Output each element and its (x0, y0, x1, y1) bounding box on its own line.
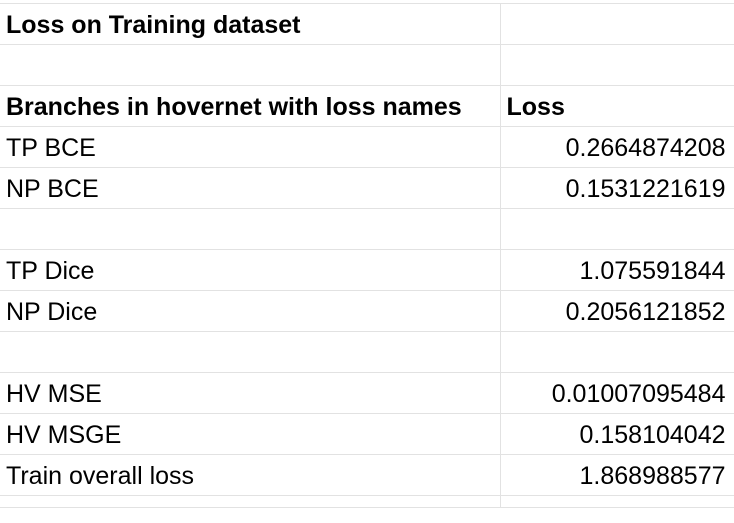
loss-name-cell[interactable]: HV MSE (0, 372, 501, 414)
loss-value-cell[interactable]: 0.2056121852 (500, 290, 734, 332)
table-row: NP Dice 0.2056121852 (0, 290, 734, 332)
table-row: TP BCE 0.2664874208 (0, 126, 734, 168)
empty-cell[interactable] (500, 3, 734, 45)
table-row: Loss on Training dataset (0, 3, 734, 45)
empty-cell[interactable] (0, 208, 501, 250)
empty-cell[interactable] (500, 208, 734, 250)
sheet-title[interactable]: Loss on Training dataset (0, 3, 501, 45)
table-row (0, 208, 734, 250)
loss-value-cell[interactable]: 0.2664874208 (500, 126, 734, 168)
table-row: HV MSGE 0.158104042 (0, 413, 734, 455)
empty-cell[interactable] (0, 495, 501, 508)
header-row: Branches in hovernet with loss names Los… (0, 85, 734, 127)
loss-name-cell[interactable]: TP BCE (0, 126, 501, 168)
empty-cell[interactable] (500, 495, 734, 508)
loss-value-cell[interactable]: 1.075591844 (500, 249, 734, 291)
empty-cell[interactable] (0, 44, 501, 86)
empty-cell[interactable] (0, 331, 501, 373)
table-row: NP BCE 0.1531221619 (0, 167, 734, 209)
column-header-loss[interactable]: Loss (500, 85, 734, 127)
table-row: HV MSE 0.01007095484 (0, 372, 734, 414)
table-row: Train overall loss 1.868988577 (0, 454, 734, 496)
table-row (0, 331, 734, 373)
table-row (0, 495, 734, 508)
empty-cell[interactable] (500, 331, 734, 373)
spreadsheet-table: Loss on Training dataset Branches in hov… (0, 3, 734, 508)
loss-name-cell[interactable]: HV MSGE (0, 413, 501, 455)
loss-name-cell[interactable]: TP Dice (0, 249, 501, 291)
column-header-branch[interactable]: Branches in hovernet with loss names (0, 85, 501, 127)
loss-value-cell[interactable]: 1.868988577 (500, 454, 734, 496)
table-row: TP Dice 1.075591844 (0, 249, 734, 291)
empty-cell[interactable] (500, 44, 734, 86)
loss-name-cell[interactable]: NP Dice (0, 290, 501, 332)
loss-value-cell[interactable]: 0.158104042 (500, 413, 734, 455)
loss-name-cell[interactable]: NP BCE (0, 167, 501, 209)
loss-value-cell[interactable]: 0.01007095484 (500, 372, 734, 414)
table-row (0, 44, 734, 86)
loss-value-cell[interactable]: 0.1531221619 (500, 167, 734, 209)
loss-name-cell[interactable]: Train overall loss (0, 454, 501, 496)
